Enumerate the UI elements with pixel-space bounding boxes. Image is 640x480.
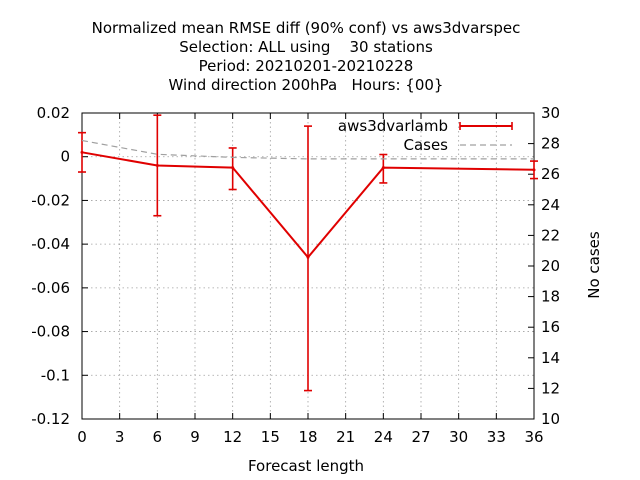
y-tick-label: 0.02 — [37, 104, 70, 122]
x-tick-label: 0 — [77, 428, 87, 446]
title-line-2: Selection: ALL using 30 stations — [179, 38, 433, 56]
y2-tick-label: 20 — [541, 257, 560, 275]
title-line-1: Normalized mean RMSE diff (90% conf) vs … — [92, 19, 521, 37]
series-layer — [78, 114, 538, 392]
y2-tick-label: 12 — [541, 379, 560, 397]
y-tick-label: -0.08 — [31, 323, 70, 341]
x-tick-label: 33 — [487, 428, 506, 446]
title-line-3: Period: 20210201-20210228 — [199, 57, 414, 75]
y2-axis-label: No cases — [585, 231, 603, 299]
data-point — [532, 168, 536, 172]
data-point — [155, 163, 159, 167]
data-point — [381, 166, 385, 170]
x-tick-label: 30 — [449, 428, 468, 446]
y2-tick-label: 24 — [541, 196, 560, 214]
x-tick-label: 6 — [153, 428, 163, 446]
y-tick-label: 0 — [60, 148, 70, 166]
x-tick-label: 24 — [374, 428, 393, 446]
data-point — [306, 255, 310, 259]
title-line-4: Wind direction 200hPa Hours: {00} — [169, 76, 444, 94]
x-tick-label: 36 — [524, 428, 543, 446]
x-tick-label: 27 — [411, 428, 430, 446]
chart-title: Normalized mean RMSE diff (90% conf) vs … — [92, 19, 521, 94]
legend-label: aws3dvarlamb — [338, 117, 448, 135]
y-tick-label: -0.02 — [31, 191, 70, 209]
plot-frame — [81, 112, 535, 420]
x-tick-label: 21 — [336, 428, 355, 446]
axes: 0 3 6 9 12 15 18 21 24 27 30 33 360.020-0.02-0.04-0.… — [31, 104, 560, 446]
y2-tick-label: 26 — [541, 165, 560, 183]
data-point — [231, 166, 235, 170]
x-tick-label: 15 — [261, 428, 280, 446]
y2-tick-label: 14 — [541, 349, 560, 367]
y-tick-label: -0.06 — [31, 279, 70, 297]
y2-tick-label: 22 — [541, 226, 560, 244]
x-axis-label: Forecast length — [248, 457, 364, 475]
cases-line — [81, 139, 534, 160]
y2-tick-label: 28 — [541, 135, 560, 153]
legend-label: Cases — [403, 136, 448, 154]
y2-tick-label: 10 — [541, 410, 560, 428]
y-tick-label: -0.1 — [41, 366, 70, 384]
x-tick-label: 9 — [190, 428, 200, 446]
x-tick-label: 18 — [298, 428, 317, 446]
series-line-0 — [81, 151, 535, 259]
x-tick-label: 12 — [223, 428, 242, 446]
y2-tick-label: 16 — [541, 318, 560, 336]
y2-tick-label: 18 — [541, 288, 560, 306]
y2-tick-label: 30 — [541, 104, 560, 122]
y-tick-label: -0.12 — [31, 410, 70, 428]
x-tick-label: 3 — [115, 428, 125, 446]
data-point — [80, 150, 84, 154]
y-tick-label: -0.04 — [31, 235, 70, 253]
